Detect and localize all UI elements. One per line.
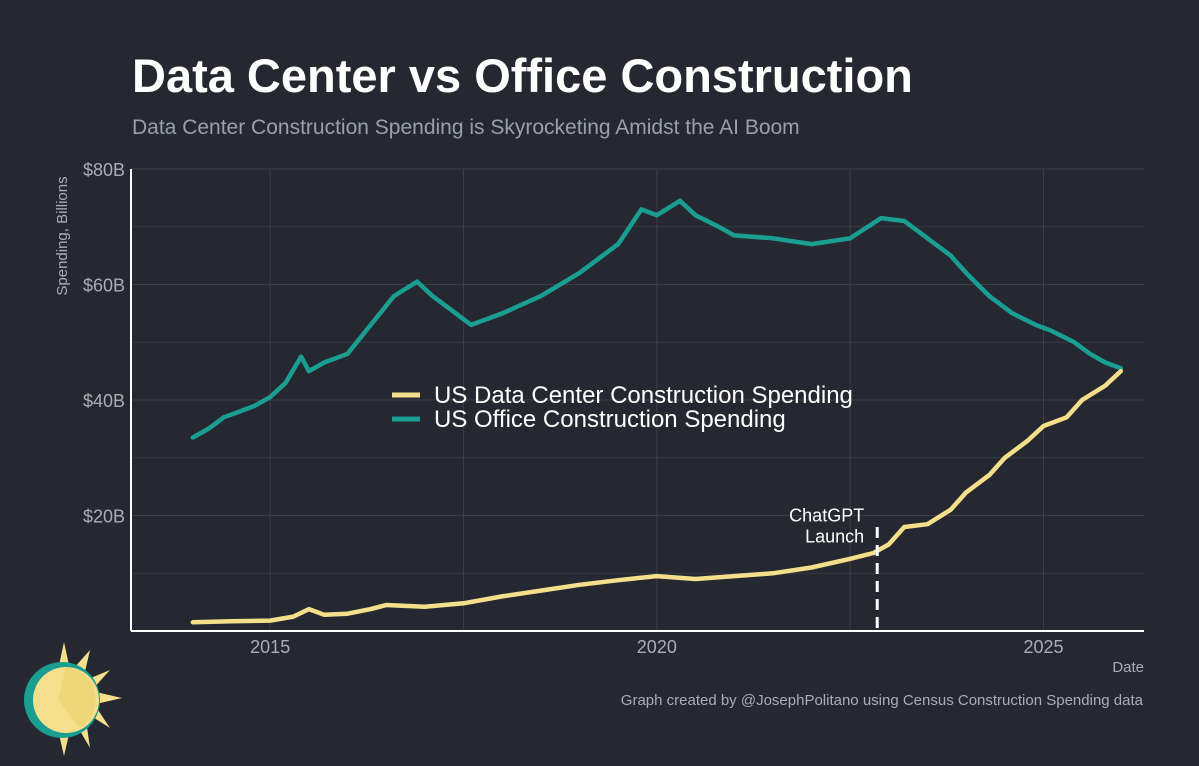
series-layer	[190, 198, 1124, 625]
sun-logo-icon	[24, 642, 122, 756]
chart-subtitle: Data Center Construction Spending is Sky…	[132, 116, 800, 139]
legend-item-office: US Office Construction Spending	[392, 406, 786, 433]
chart-title: Data Center vs Office Construction	[132, 49, 913, 102]
chatgpt-launch-label-line2: Launch	[805, 527, 864, 547]
legend-label-office: US Office Construction Spending	[434, 406, 786, 433]
series-line-office	[190, 198, 1124, 440]
x-axis-label: Date	[1112, 659, 1144, 676]
annotation-layer: ChatGPT Launch	[789, 505, 879, 631]
legend: US Data Center Construction Spending US …	[392, 382, 853, 433]
y-tick-label: $60B	[83, 276, 125, 296]
ticks-layer: $20B $40B $60B $80B 2015 2020 2025	[83, 160, 1064, 657]
chatgpt-launch-label: ChatGPT	[789, 505, 864, 525]
y-tick-label: $80B	[83, 160, 125, 180]
y-tick-label: $40B	[83, 391, 125, 411]
source-note: Graph created by @JosephPolitano using C…	[620, 692, 1143, 709]
x-tick-label: 2025	[1023, 637, 1063, 657]
y-tick-label: $20B	[83, 507, 125, 527]
axes-layer	[130, 169, 1144, 632]
series-line-data-center	[190, 368, 1124, 625]
x-tick-label: 2015	[250, 637, 290, 657]
legend-item-data-center: US Data Center Construction Spending	[392, 382, 853, 409]
x-tick-label: 2020	[637, 637, 677, 657]
y-axis-label: Spending, Billions	[54, 176, 71, 295]
legend-label-data-center: US Data Center Construction Spending	[434, 382, 853, 409]
grid-layer	[131, 168, 1144, 631]
sun-shade	[58, 667, 96, 728]
